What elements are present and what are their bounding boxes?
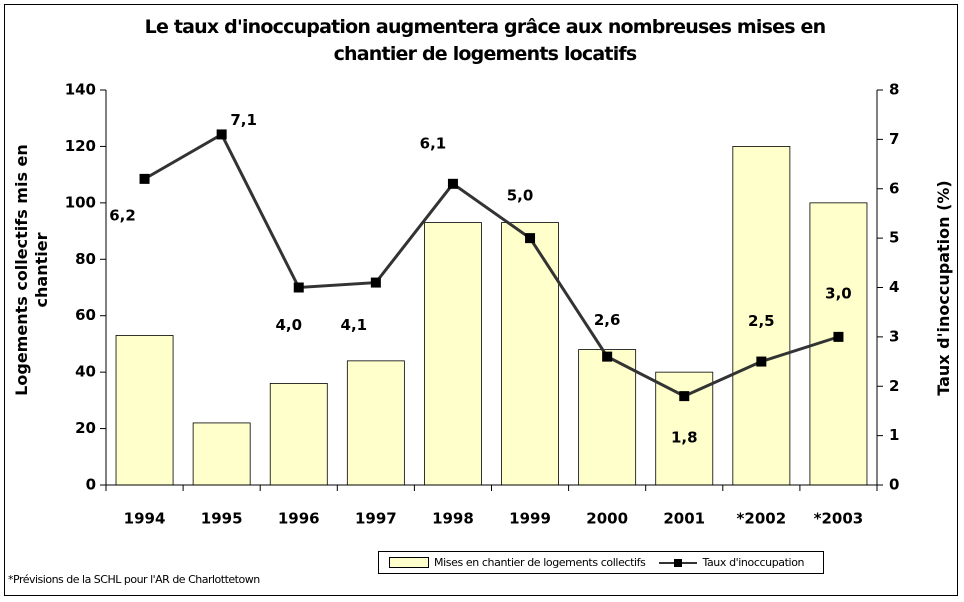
y-tick-label: 80 bbox=[75, 250, 96, 268]
bar bbox=[501, 222, 559, 486]
bar bbox=[115, 335, 174, 486]
y-tick-label: 0 bbox=[86, 476, 96, 494]
y-tick-label: 140 bbox=[65, 81, 96, 99]
y2-tick-label: 7 bbox=[889, 130, 899, 148]
x-tick-label: 1994 bbox=[124, 510, 166, 528]
marker bbox=[679, 391, 690, 402]
bar bbox=[424, 222, 482, 486]
legend-swatch bbox=[389, 557, 429, 568]
y-tick-label: 60 bbox=[75, 306, 96, 324]
x-tick-label: 2000 bbox=[586, 510, 628, 528]
y2-tick-label: 5 bbox=[889, 229, 899, 247]
marker bbox=[602, 351, 613, 362]
data-label: 2,5 bbox=[748, 312, 775, 330]
footnote: *Prévisions de la SCHL pour l'AR de Char… bbox=[8, 573, 260, 586]
data-label: 2,6 bbox=[594, 311, 621, 329]
y-tick-label: 40 bbox=[75, 363, 96, 381]
data-label: 1,8 bbox=[671, 429, 698, 447]
legend-label: Mises en chantier de logements collectif… bbox=[434, 556, 646, 569]
x-tick-label: *2002 bbox=[737, 510, 787, 528]
y2-tick-label: 1 bbox=[889, 426, 899, 444]
data-label: 7,1 bbox=[230, 111, 257, 129]
legend-swatch bbox=[659, 558, 698, 567]
marker bbox=[293, 282, 304, 293]
bar bbox=[269, 383, 328, 486]
x-tick-label: 1999 bbox=[509, 510, 551, 528]
marker bbox=[756, 356, 767, 367]
data-label: 5,0 bbox=[507, 187, 534, 205]
bar bbox=[578, 349, 637, 486]
bar bbox=[192, 422, 251, 486]
marker bbox=[370, 277, 381, 288]
x-tick-label: 1997 bbox=[355, 510, 397, 528]
y2-tick-label: 6 bbox=[889, 179, 899, 197]
marker bbox=[833, 331, 844, 342]
chart-title: Le taux d'inoccupation augmentera grâce … bbox=[144, 16, 827, 65]
marker bbox=[447, 178, 458, 189]
x-tick-label: *2003 bbox=[814, 510, 864, 528]
marker bbox=[139, 173, 150, 184]
bar bbox=[346, 360, 405, 486]
y2-tick-label: 8 bbox=[889, 81, 899, 99]
data-label: 3,0 bbox=[825, 284, 852, 302]
data-label: 6,2 bbox=[109, 206, 136, 224]
data-label: 4,0 bbox=[275, 316, 302, 334]
marker bbox=[525, 233, 536, 244]
legend: Mises en chantier de logements collectif… bbox=[378, 551, 824, 574]
y2-tick-label: 2 bbox=[889, 377, 899, 395]
x-tick-label: 1998 bbox=[432, 510, 474, 528]
y-tick-label: 120 bbox=[65, 137, 96, 155]
y2-tick-label: 0 bbox=[889, 476, 899, 494]
x-tick-label: 1995 bbox=[201, 510, 243, 528]
x-tick-label: 2001 bbox=[663, 510, 705, 528]
y-tick-label: 20 bbox=[75, 419, 96, 437]
frame bbox=[4, 4, 958, 596]
y-tick-label: 100 bbox=[65, 193, 96, 211]
marker bbox=[216, 129, 227, 140]
y-axis-title: Logements collectifs mis en chantier bbox=[12, 144, 51, 396]
y2-axis-title: Taux d'inoccupation (%) bbox=[934, 180, 953, 396]
data-label: 6,1 bbox=[420, 134, 447, 152]
x-tick-label: 1996 bbox=[278, 510, 320, 528]
y2-tick-label: 3 bbox=[889, 327, 899, 345]
data-label: 4,1 bbox=[341, 316, 368, 334]
y2-tick-label: 4 bbox=[889, 278, 899, 296]
line bbox=[143, 132, 839, 398]
legend-label: Taux d'inoccupation bbox=[702, 556, 805, 569]
